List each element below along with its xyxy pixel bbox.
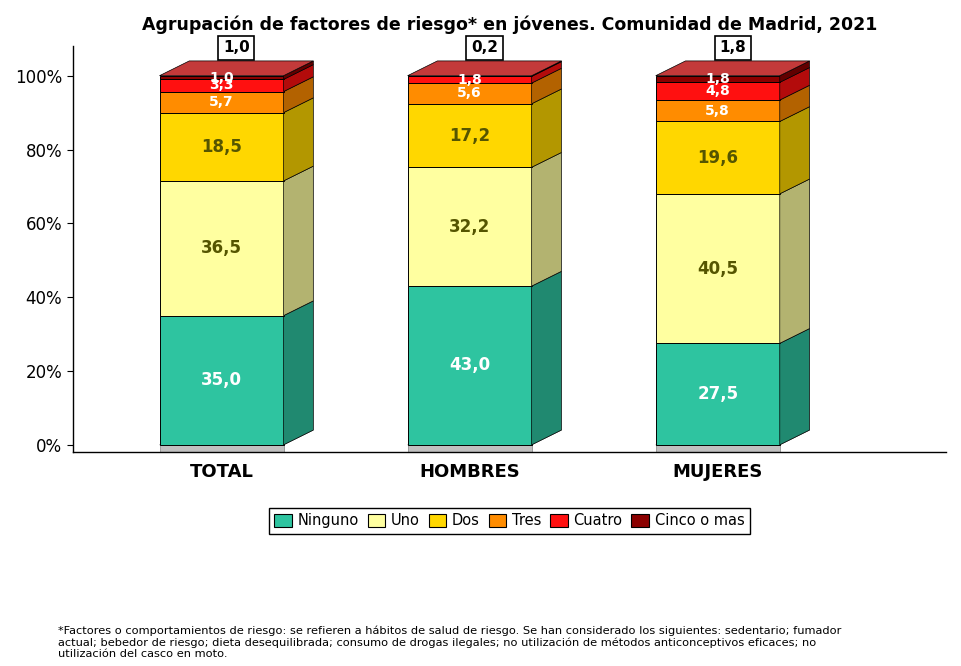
Polygon shape xyxy=(779,85,809,121)
Text: 19,6: 19,6 xyxy=(698,149,738,166)
Polygon shape xyxy=(283,61,313,79)
Text: 0,2: 0,2 xyxy=(471,41,498,55)
Text: 27,5: 27,5 xyxy=(697,385,738,403)
Bar xyxy=(160,445,283,452)
Bar xyxy=(160,76,283,79)
Bar xyxy=(655,194,779,344)
Bar xyxy=(407,76,531,77)
Text: 4,8: 4,8 xyxy=(705,84,730,98)
Polygon shape xyxy=(283,98,313,181)
Text: 32,2: 32,2 xyxy=(449,218,490,236)
Text: 1,0: 1,0 xyxy=(209,71,234,85)
Bar xyxy=(160,79,283,91)
Polygon shape xyxy=(779,107,809,194)
Text: *Factores o comportamientos de riesgo: se refieren a hábitos de salud de riesgo.: *Factores o comportamientos de riesgo: s… xyxy=(58,625,841,659)
Bar xyxy=(655,445,779,452)
Bar xyxy=(160,316,283,445)
Polygon shape xyxy=(779,328,809,445)
Bar xyxy=(407,77,531,83)
Polygon shape xyxy=(655,430,809,445)
Polygon shape xyxy=(160,61,313,76)
Text: 40,5: 40,5 xyxy=(698,260,738,278)
Bar xyxy=(655,121,779,194)
Polygon shape xyxy=(160,430,313,445)
Bar xyxy=(160,91,283,113)
Polygon shape xyxy=(283,77,313,113)
Polygon shape xyxy=(655,61,809,76)
Bar xyxy=(407,445,531,452)
Legend: Ninguno, Uno, Dos, Tres, Cuatro, Cinco o mas: Ninguno, Uno, Dos, Tres, Cuatro, Cinco o… xyxy=(268,507,751,534)
Text: 1,8: 1,8 xyxy=(719,41,746,55)
Polygon shape xyxy=(407,61,561,76)
Polygon shape xyxy=(779,67,809,100)
Polygon shape xyxy=(407,430,561,445)
Bar xyxy=(407,104,531,167)
Polygon shape xyxy=(531,69,561,104)
Text: 43,0: 43,0 xyxy=(449,356,490,374)
Text: 17,2: 17,2 xyxy=(449,127,490,145)
Polygon shape xyxy=(531,153,561,286)
Text: 35,0: 35,0 xyxy=(201,371,242,389)
Text: 1,0: 1,0 xyxy=(223,41,250,55)
Polygon shape xyxy=(283,301,313,445)
Bar xyxy=(655,83,779,100)
Polygon shape xyxy=(531,62,561,83)
Text: 1,8: 1,8 xyxy=(457,73,482,87)
Polygon shape xyxy=(531,271,561,445)
Text: 3,3: 3,3 xyxy=(209,79,234,93)
Text: 5,8: 5,8 xyxy=(705,104,730,118)
Text: 5,6: 5,6 xyxy=(457,87,482,101)
Title: Agrupación de factores de riesgo* en jóvenes. Comunidad de Madrid, 2021: Agrupación de factores de riesgo* en jóv… xyxy=(141,15,877,33)
Polygon shape xyxy=(779,61,809,83)
Bar xyxy=(655,344,779,445)
Bar xyxy=(407,83,531,104)
Bar xyxy=(655,76,779,83)
Polygon shape xyxy=(283,166,313,316)
Polygon shape xyxy=(779,179,809,344)
Bar xyxy=(160,113,283,181)
Bar xyxy=(160,181,283,316)
Bar xyxy=(655,100,779,121)
Polygon shape xyxy=(283,65,313,91)
Text: 5,7: 5,7 xyxy=(209,95,234,109)
Text: 18,5: 18,5 xyxy=(201,138,242,156)
Bar xyxy=(407,167,531,286)
Text: 36,5: 36,5 xyxy=(201,239,242,257)
Polygon shape xyxy=(531,89,561,167)
Text: 1,8: 1,8 xyxy=(705,72,730,86)
Polygon shape xyxy=(531,61,561,77)
Bar xyxy=(407,286,531,445)
